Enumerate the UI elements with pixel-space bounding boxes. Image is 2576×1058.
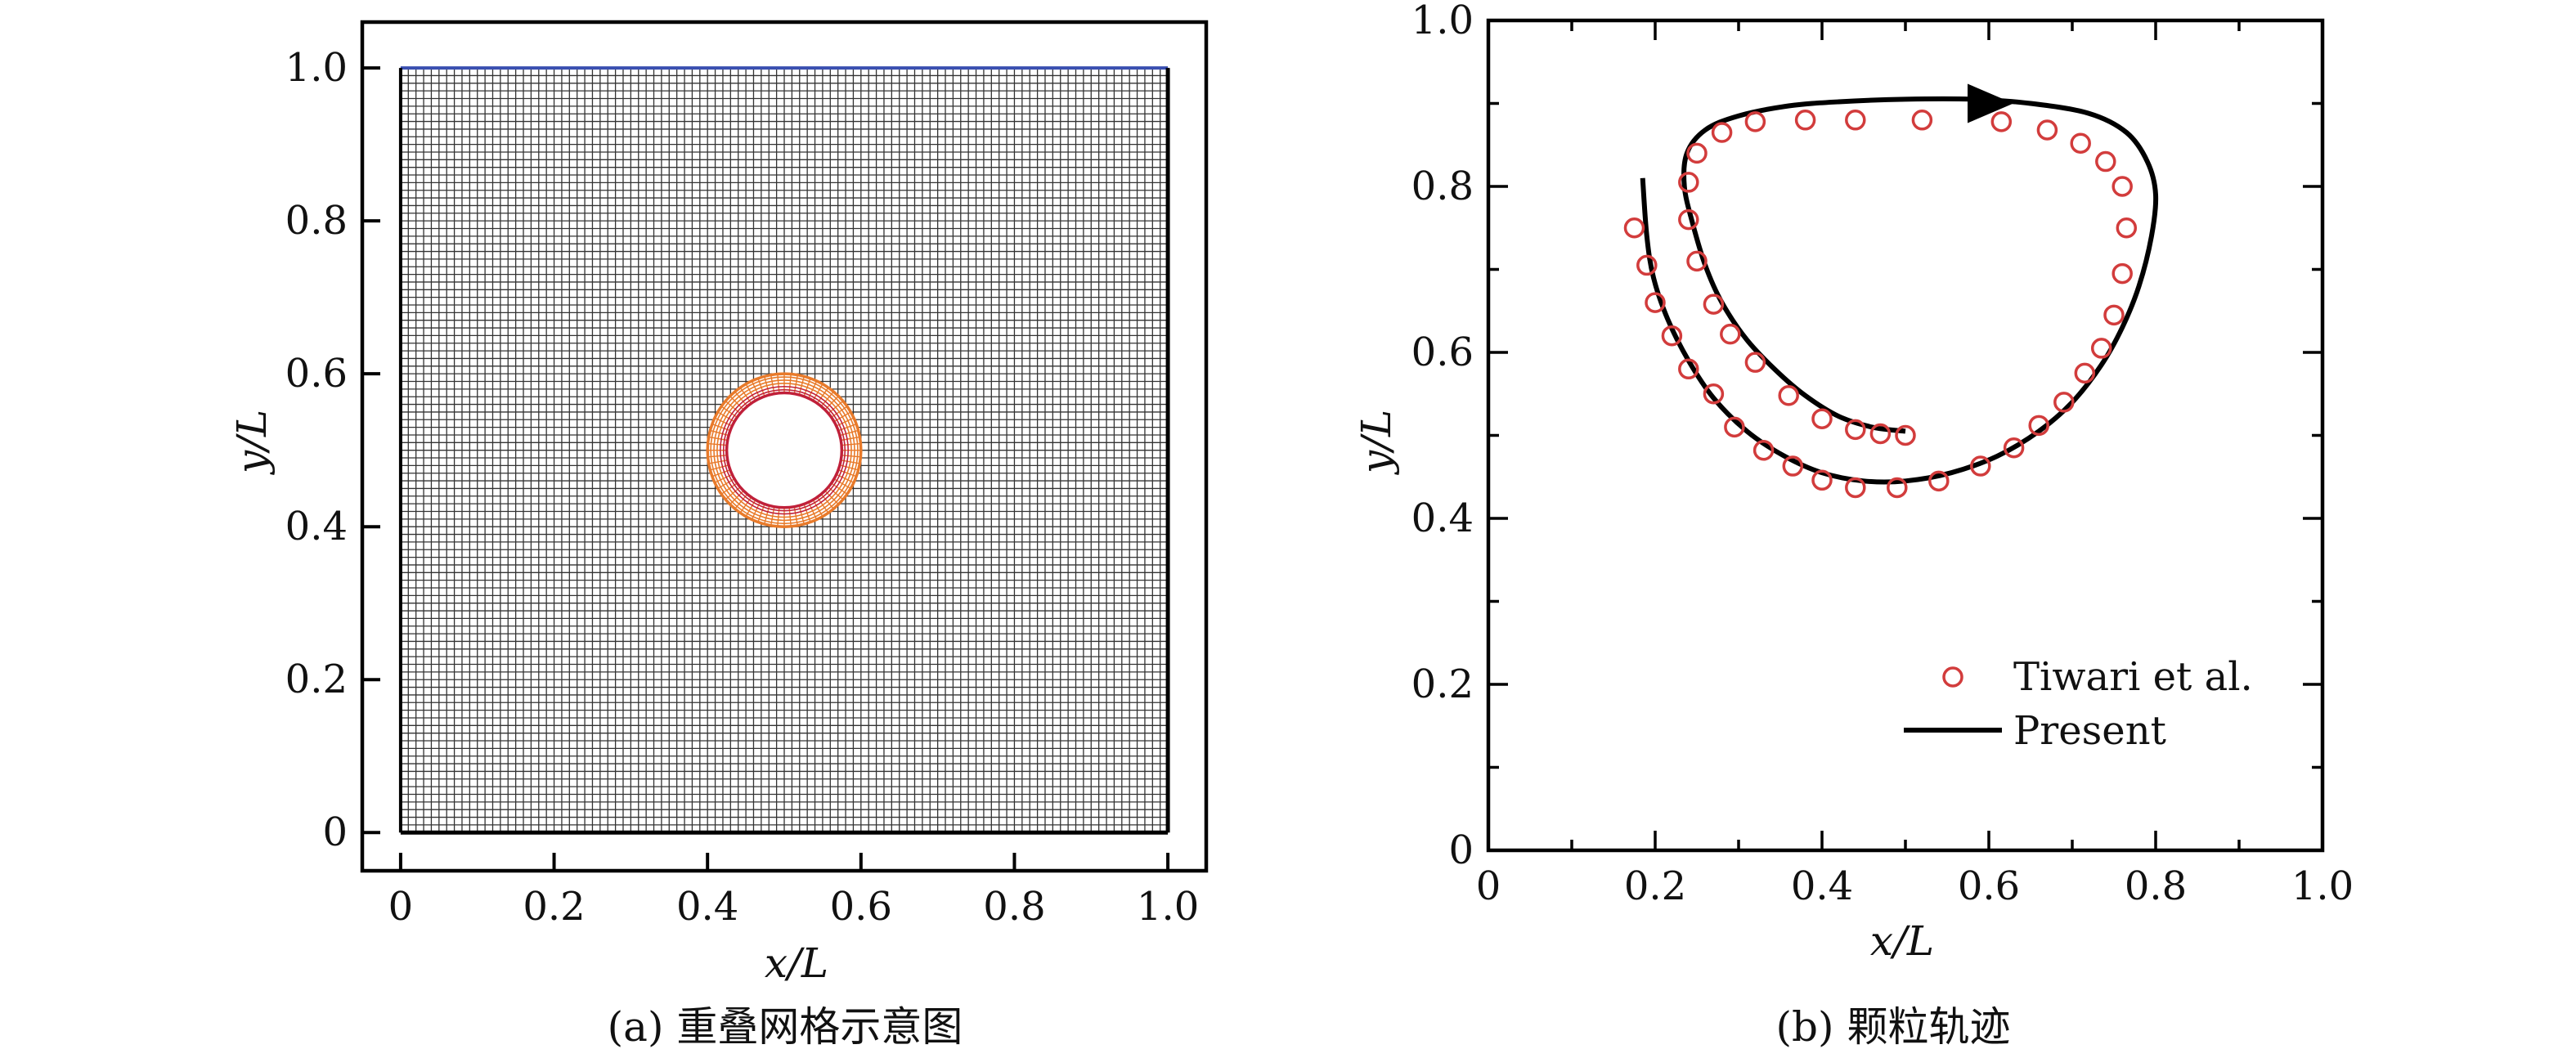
- scatter-point-tiwari: [1778, 385, 1799, 406]
- overset-ring: [716, 383, 852, 518]
- scatter-point-tiwari: [1724, 416, 1745, 438]
- frame-b: [1486, 18, 2325, 853]
- direction-arrow: [1968, 83, 2013, 123]
- scatter-point-tiwari: [1636, 254, 1658, 276]
- scatter-point-tiwari: [1645, 292, 1666, 313]
- legend-label-tiwari: Tiwari et al.: [2013, 654, 2253, 700]
- ytick-label-b: 0: [1448, 827, 1474, 873]
- overset-ring: [713, 379, 855, 522]
- ytick-label-b: 0.6: [1411, 330, 1474, 375]
- scatter-point-tiwari: [1811, 469, 1833, 491]
- xtick-label-b: 0.2: [1624, 863, 1686, 909]
- ytick-label-a: 0.8: [285, 198, 348, 244]
- ytick-label-a: 0.6: [285, 351, 348, 397]
- axis-label-x-a: x/L: [765, 939, 828, 987]
- ytick-label-b: 0.2: [1411, 661, 1474, 707]
- scatter-point-tiwari: [1744, 352, 1766, 373]
- scatter-point-tiwari: [1678, 358, 1699, 380]
- scatter-point-tiwari: [1744, 111, 1766, 132]
- xtick-label-a: 0.8: [983, 884, 1045, 930]
- ytick-label-a: 1.0: [285, 45, 348, 91]
- scatter-point-tiwari: [1661, 325, 1683, 347]
- ytick-label-a: 0: [322, 809, 348, 855]
- panel-b-trajectory: 0 0.2 0.4 0.6 0.8 1.0 0 0.2 0.4 0.6 0.8 1.0: [1411, 0, 2354, 909]
- scatter-point-tiwari: [2112, 176, 2133, 197]
- scatter-point-tiwari: [2103, 304, 2125, 326]
- xtick-label-b: 1.0: [2291, 863, 2354, 909]
- scatter-point-tiwari: [2003, 437, 2025, 459]
- scatter-point-tiwari: [1678, 208, 1699, 231]
- scatter-point-tiwari: [2053, 392, 2075, 413]
- scatter-point-tiwari: [1686, 142, 1708, 164]
- scatter-point-tiwari: [1703, 294, 1725, 315]
- scatter-point-tiwari: [1845, 110, 1866, 131]
- overset-ring: [722, 388, 846, 512]
- legend-marker-tiwari: [1942, 666, 1963, 688]
- xtick-label-b: 0.8: [2125, 863, 2187, 909]
- overset-ring: [706, 372, 863, 528]
- xtick-label-a: 0: [388, 884, 414, 930]
- legend-label-present: Present: [2013, 708, 2166, 754]
- legend: Tiwari et al. Present: [1904, 654, 2253, 754]
- scatter-point-tiwari: [2070, 132, 2091, 154]
- scatter-point-tiwari: [1928, 470, 1950, 492]
- caption-a: (a) 重叠网格示意图: [608, 1003, 963, 1051]
- scatter-point-tiwari: [1970, 455, 1991, 477]
- scatter-point-tiwari: [1845, 419, 1866, 441]
- scatter-point-tiwari: [1911, 110, 1933, 131]
- xtick-label-b: 0.4: [1791, 863, 1853, 909]
- ytick-label-b: 0.4: [1411, 495, 1474, 541]
- xtick-label-a: 0.4: [676, 884, 738, 930]
- xtick-label-a: 0.6: [830, 884, 892, 930]
- xtick-label-a: 1.0: [1137, 884, 1199, 930]
- scatter-point-tiwari: [2095, 150, 2116, 173]
- scatter-point-tiwari: [1720, 323, 1741, 345]
- overset-ring: [710, 376, 859, 525]
- scatter-point-tiwari: [1887, 477, 1908, 499]
- overset-ring: [720, 385, 849, 515]
- scatter-point-tiwari: [2116, 217, 2138, 239]
- scatter-point-tiwari: [1752, 440, 1775, 461]
- ytick-label-a: 0.4: [285, 504, 348, 549]
- scatter-point-tiwari: [2028, 415, 2049, 437]
- scatter-point-tiwari: [1811, 408, 1833, 429]
- scatter-point-tiwari: [2074, 362, 2096, 384]
- axis-label-y-b: y/L: [1353, 410, 1400, 475]
- scatter-point-tiwari: [1703, 383, 1725, 405]
- panel-a-mesh: 0 0.2 0.4 0.6 0.8 1.0 0 0.2 0.4 0.6 0.8 1.0: [285, 20, 1209, 930]
- overset-mask: [707, 374, 861, 527]
- scatter-point-tiwari: [1845, 477, 1866, 499]
- axis-label-y-a: y/L: [228, 410, 276, 475]
- scatter-point-tiwari: [2090, 338, 2112, 359]
- ytick-label-a: 0.2: [285, 657, 348, 702]
- series-present-line: [1640, 96, 2159, 485]
- xtick-label-a: 0.2: [523, 884, 585, 930]
- frame-a: [360, 20, 1209, 873]
- scatter-point-tiwari: [1782, 455, 1804, 477]
- xtick-label-b: 0.6: [1958, 863, 2020, 909]
- caption-b: (b) 颗粒轨迹: [1776, 1003, 2011, 1051]
- scatter-point-tiwari: [1686, 250, 1708, 272]
- ytick-label-b: 0.8: [1411, 164, 1474, 209]
- scatter-point-tiwari: [1711, 122, 1733, 143]
- scatter-point-tiwari: [1623, 217, 1645, 239]
- scatter-point-tiwari: [2036, 119, 2058, 141]
- scatter-point-tiwari: [1869, 423, 1892, 445]
- scatter-point-tiwari: [1678, 172, 1699, 193]
- scatter-point-tiwari: [2112, 262, 2133, 285]
- overset-ring: [725, 391, 844, 509]
- scatter-point-tiwari: [1895, 424, 1916, 446]
- scatter-point-tiwari: [1794, 110, 1816, 131]
- axis-label-x-b: x/L: [1870, 917, 1934, 965]
- xtick-label-b: 0: [1476, 863, 1501, 909]
- ytick-label-b: 1.0: [1411, 0, 1474, 43]
- scatter-point-tiwari: [1990, 111, 2013, 132]
